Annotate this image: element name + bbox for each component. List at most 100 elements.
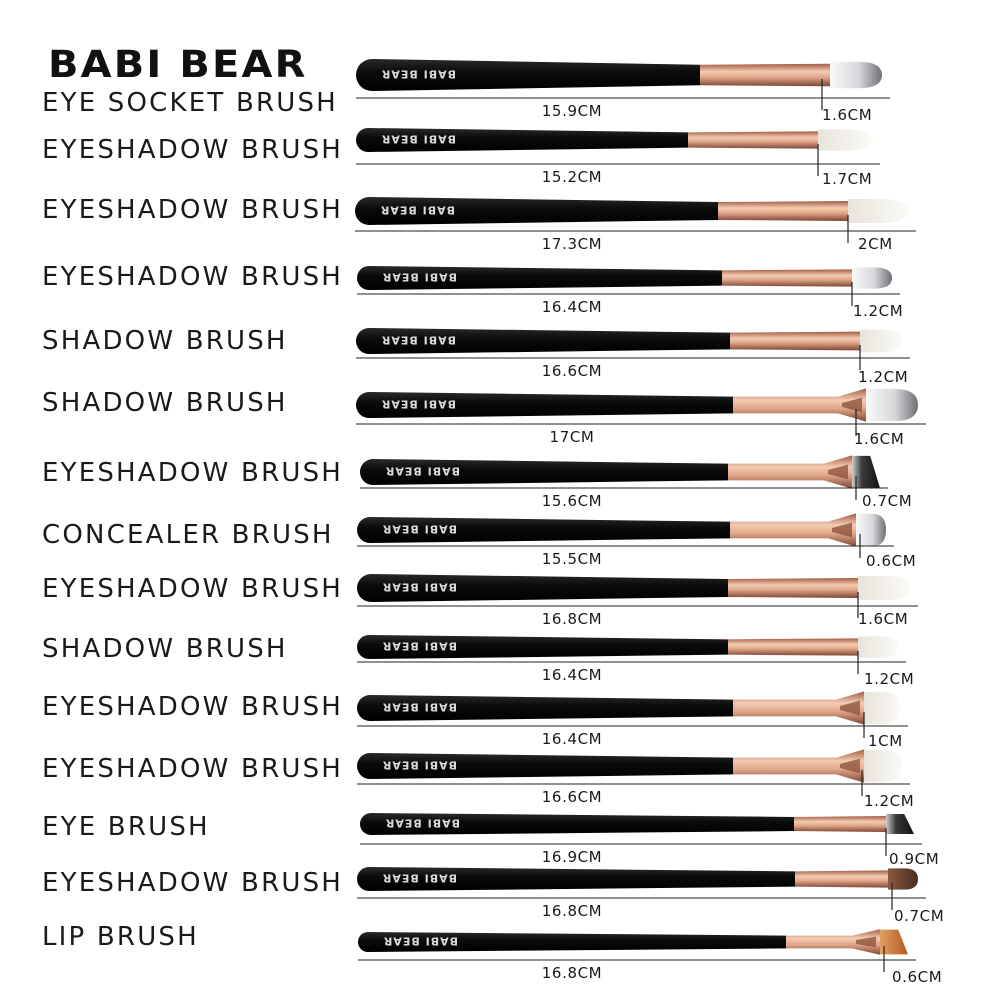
handle-brand-print: BABI BEAR [382, 701, 457, 714]
ferrule-crimp [828, 464, 848, 480]
brush-name: EYESHADOW BRUSH [42, 868, 344, 898]
brush-hair [856, 513, 886, 547]
brush-hair [866, 388, 918, 422]
brush-ferrule [728, 638, 858, 656]
brush-name: EYE BRUSH [42, 812, 210, 842]
handle-brand-print: BABI BEAR [382, 640, 457, 653]
brush-hair [886, 813, 914, 835]
brush: BABI BEAR [357, 635, 906, 674]
brush-ferrule [730, 331, 860, 351]
brush: BABI BEAR [360, 455, 888, 500]
brush-handle [356, 392, 733, 418]
brush-ferrule [733, 691, 864, 725]
brush-tip-label: 1.6CM [858, 610, 909, 628]
brush: BABI BEAR [357, 266, 900, 306]
handle-brand-print: BABI BEAR [382, 523, 457, 536]
brush-handle [357, 517, 730, 543]
brush-hair [880, 929, 908, 955]
handle-brand-print: BABI BEAR [382, 872, 457, 885]
brush: BABI BEAR [360, 813, 922, 856]
brush-handle [360, 459, 728, 485]
handle-brand-print: BABI BEAR [381, 68, 456, 81]
brush-hair [860, 329, 902, 353]
ferrule-crimp [842, 397, 862, 413]
brush-hair [864, 749, 902, 783]
brush-handle [357, 574, 728, 602]
brush-hair [858, 636, 898, 658]
brush-handle [357, 753, 733, 779]
brush-length-label: 15.9CM [541, 102, 603, 120]
brush-ferrule [728, 455, 852, 489]
brush-tip-label: 1.6CM [854, 430, 905, 448]
brush-tip-label: 0.6CM [866, 552, 917, 570]
brush-name: LIP BRUSH [42, 922, 199, 952]
brush-length-label: 16.6CM [541, 788, 603, 806]
brush-tip-label: 0.7CM [862, 492, 913, 510]
brush-hair [848, 199, 908, 223]
brush: BABI BEAR [355, 197, 916, 243]
brush: BABI BEAR [357, 749, 910, 796]
brush-ferrule [728, 578, 858, 598]
brush-hair [864, 691, 900, 725]
handle-brand-print: BABI BEAR [385, 465, 460, 478]
brush-tip-label: 1.6CM [822, 106, 873, 124]
brush-handle [358, 932, 786, 952]
brush-tip-label: 0.7CM [894, 907, 945, 925]
brush-tip-label: 1.2CM [864, 670, 915, 688]
brush: BABI BEAR [356, 59, 890, 110]
brush-name: CONCEALER BRUSH [42, 520, 334, 550]
brush-name: EYESHADOW BRUSH [42, 692, 344, 722]
brush-length-label: 16.4CM [541, 666, 603, 684]
brush-name: SHADOW BRUSH [42, 634, 288, 664]
brush-length-label: 17CM [549, 428, 595, 446]
brush-tip-label: 1.2CM [853, 302, 904, 320]
brush-ferrule [733, 388, 866, 422]
brush-name: SHADOW BRUSH [42, 326, 288, 356]
brush-tip-label: 0.9CM [889, 850, 940, 868]
brush-hair [852, 455, 880, 489]
brush-ferrule [786, 929, 880, 955]
brush-length-label: 15.6CM [541, 492, 603, 510]
brush-name: EYESHADOW BRUSH [42, 458, 344, 488]
brush-ferrule [718, 201, 848, 221]
brush: BABI BEAR [357, 574, 918, 618]
brush-name: EYESHADOW BRUSH [42, 195, 344, 225]
brush-name: SHADOW BRUSH [42, 388, 288, 418]
brush-ferrule [794, 815, 886, 833]
handle-brand-print: BABI BEAR [382, 271, 457, 284]
brand-logo: BABI BEAR [48, 43, 308, 86]
brush-hair [852, 267, 892, 289]
ferrule-crimp [840, 758, 860, 774]
ferrule-crimp [832, 522, 852, 538]
brush-handle [357, 695, 733, 721]
handle-brand-print: BABI BEAR [381, 334, 456, 347]
handle-brand-print: BABI BEAR [383, 935, 458, 948]
brush-handle [355, 197, 718, 225]
brush: BABI BEAR [356, 388, 926, 436]
brush-ferrule [795, 870, 888, 888]
brush-length-label: 16.8CM [541, 610, 603, 628]
brush-length-label: 16.4CM [541, 298, 603, 316]
brush-hair [888, 868, 918, 890]
brush-handle [356, 328, 730, 354]
brush-handle [356, 59, 700, 91]
brush-name: EYESHADOW BRUSH [42, 262, 344, 292]
brush-tip-label: 2CM [858, 235, 893, 253]
brush: BABI BEAR [357, 691, 908, 738]
handle-brand-print: BABI BEAR [385, 817, 460, 830]
brush-ferrule [733, 749, 864, 783]
brush-length-label: 17.3CM [541, 235, 603, 253]
brush-length-label: 15.5CM [541, 550, 603, 568]
brush-length-label: 16.4CM [541, 730, 603, 748]
brush-ferrule [722, 269, 852, 287]
brush-name: EYESHADOW BRUSH [42, 754, 344, 784]
brush-name: EYESHADOW BRUSH [42, 574, 344, 604]
brush-tip-label: 1CM [868, 732, 903, 750]
brush-tip-label: 1.7CM [822, 170, 873, 188]
brush: BABI BEAR [358, 929, 916, 972]
brush: BABI BEAR [356, 328, 910, 370]
brush-hair [858, 576, 910, 600]
ferrule-crimp [856, 936, 876, 948]
brush-length-label: 15.2CM [541, 168, 603, 186]
